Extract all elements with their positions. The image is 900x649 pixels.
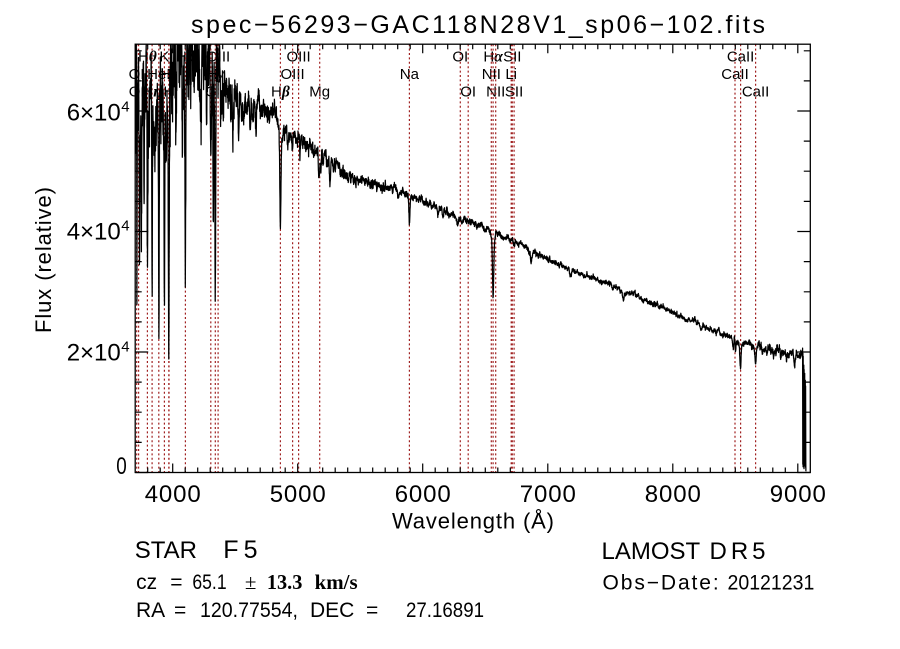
svg-text:65.1: 65.1	[192, 571, 226, 594]
svg-text:27.16891: 27.16891	[406, 599, 484, 622]
svg-text:NII: NII	[486, 84, 505, 101]
svg-text:cz: cz	[136, 571, 157, 594]
svg-text:Wavelength (Å): Wavelength (Å)	[392, 509, 554, 534]
svg-text:OIII: OIII	[281, 66, 305, 83]
svg-text:Na: Na	[400, 66, 420, 83]
svg-text:4000: 4000	[145, 481, 201, 508]
svg-text:LAMOST: LAMOST	[602, 538, 701, 565]
svg-text:4: 4	[121, 218, 129, 235]
svg-text:Obs−Date:: Obs−Date:	[603, 572, 719, 595]
svg-text:CaII: CaII	[742, 84, 770, 101]
svg-text:20121231: 20121231	[728, 572, 815, 595]
svg-text:7000: 7000	[520, 481, 576, 508]
svg-text:0: 0	[116, 453, 127, 480]
svg-text:SII: SII	[505, 84, 523, 101]
svg-text:5000: 5000	[270, 481, 326, 508]
svg-text:6×10: 6×10	[67, 99, 121, 126]
svg-text:=: =	[366, 599, 378, 622]
svg-text:OI: OI	[452, 49, 468, 66]
svg-text:Hβ: Hβ	[271, 84, 290, 101]
svg-text:Flux (relative): Flux (relative)	[31, 187, 56, 333]
svg-text:km/s: km/s	[315, 570, 358, 594]
svg-text:4: 4	[121, 98, 129, 115]
svg-text:13.3: 13.3	[267, 570, 303, 594]
svg-text:DEC: DEC	[310, 599, 354, 622]
svg-text:±: ±	[245, 570, 257, 594]
svg-text:9000: 9000	[770, 481, 826, 508]
svg-text:4: 4	[121, 339, 129, 356]
svg-text:CaII: CaII	[721, 66, 749, 83]
svg-text:Li: Li	[505, 66, 517, 83]
svg-text:Mg: Mg	[309, 84, 330, 101]
svg-text:NII: NII	[482, 66, 501, 83]
svg-text:CaII: CaII	[727, 49, 755, 66]
svg-text:8000: 8000	[645, 481, 701, 508]
svg-text:SII: SII	[503, 49, 521, 66]
svg-text:K: K	[159, 49, 169, 66]
svg-text:OI: OI	[460, 84, 476, 101]
svg-text:Hα: Hα	[483, 49, 503, 66]
svg-text:=: =	[170, 571, 182, 594]
svg-text:HeI: HeI	[147, 66, 170, 83]
svg-text:H: H	[163, 84, 174, 101]
svg-text:=: =	[174, 599, 186, 622]
svg-text:G: G	[205, 84, 217, 101]
svg-text:2×10: 2×10	[67, 340, 121, 367]
svg-text:F5: F5	[223, 536, 262, 564]
svg-text:120.77554,: 120.77554,	[200, 599, 298, 622]
svg-text:OIII: OIII	[287, 49, 311, 66]
svg-text:DR5: DR5	[710, 538, 770, 565]
svg-text:RA: RA	[136, 599, 165, 622]
svg-text:STAR: STAR	[135, 537, 197, 564]
svg-text:6000: 6000	[395, 481, 451, 508]
svg-text:4×10: 4×10	[67, 219, 121, 246]
svg-text:Hθ: Hθ	[138, 49, 157, 66]
